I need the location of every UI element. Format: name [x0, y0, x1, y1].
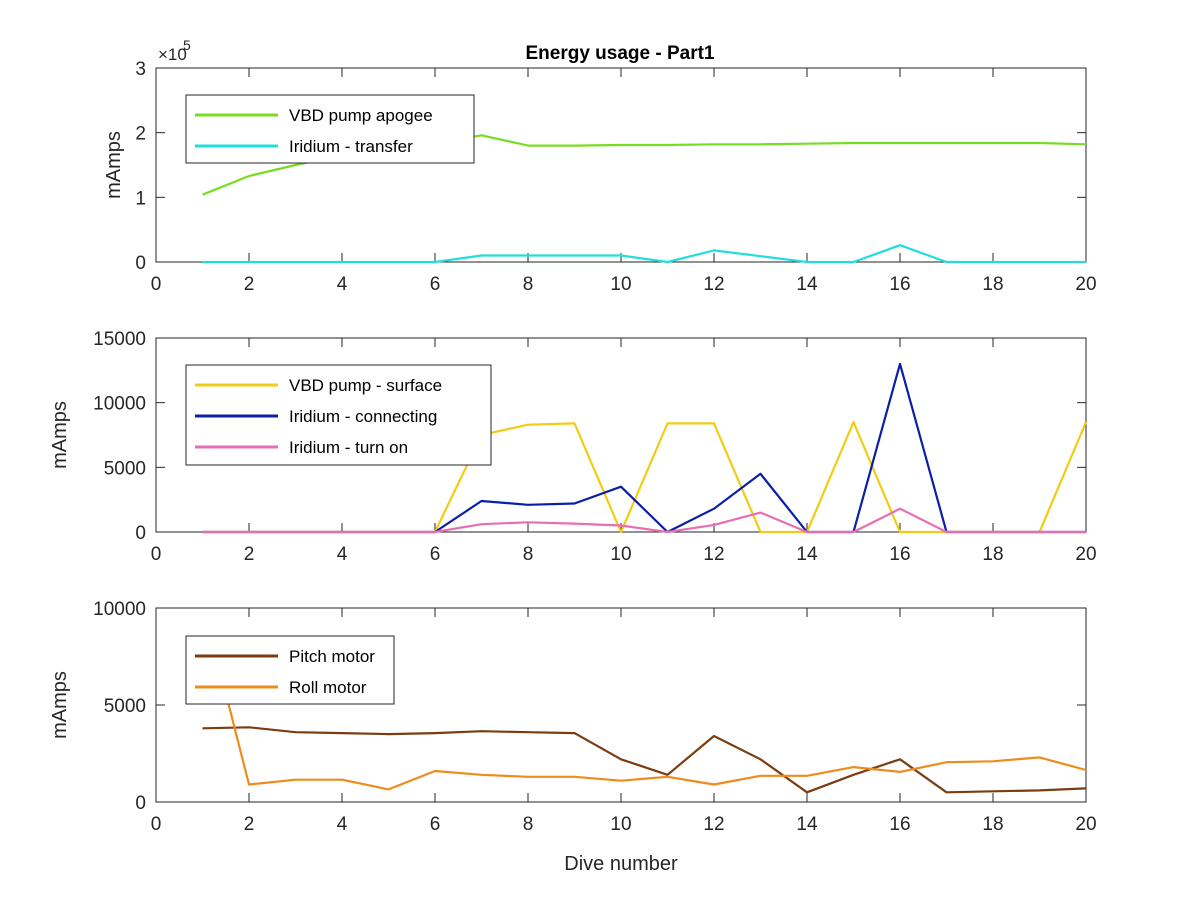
- x-tick-label: 2: [244, 814, 255, 835]
- legend: VBD pump - surface Iridium - connecting Ir…: [185, 364, 492, 466]
- subplot-pitch-roll-motor: 0 2 4 6 8 10 12 14 16 18 20 0 5000 10000 mAmps Dive num…: [49, 599, 1097, 875]
- y-tick-label: 1: [135, 188, 146, 209]
- legend: VBD pump apogee Iridium - transfer: [185, 94, 475, 164]
- x-tick-label: 8: [523, 274, 534, 295]
- y-axis-label: mAmps: [103, 131, 125, 199]
- x-tick-label: 18: [982, 544, 1003, 565]
- x-tick-label: 10: [610, 544, 631, 565]
- y-tick-label: 0: [135, 793, 146, 814]
- y-tick-label: 0: [135, 523, 146, 544]
- series-line-iridium-turn-on: [202, 507, 1086, 534]
- x-tick-label: 8: [523, 814, 534, 835]
- x-tick-label: 20: [1075, 544, 1096, 565]
- x-tick-label: 2: [244, 274, 255, 295]
- y-tick-label: 5000: [104, 458, 146, 479]
- x-tick-label: 18: [982, 274, 1003, 295]
- y-tick-label: 2: [135, 124, 146, 145]
- legend-label: Roll motor: [289, 678, 367, 697]
- subplot-vbd-surface-iridium: 0 2 4 6 8 10 12 14 16 18 20 0 5000 10000 15000 mAmps VBD…: [49, 329, 1097, 565]
- x-tick-label: 14: [796, 274, 818, 295]
- y-axis-label: mAmps: [49, 401, 71, 469]
- legend-label: Pitch motor: [289, 647, 375, 666]
- x-tick-label: 16: [889, 814, 910, 835]
- legend-label: Iridium - transfer: [289, 137, 413, 156]
- x-axis-label: Dive number: [564, 853, 678, 875]
- y-tick-label: 15000: [93, 329, 146, 350]
- x-tick-label: 6: [430, 274, 441, 295]
- legend: Pitch motor Roll motor: [185, 635, 395, 705]
- x-tick-label: 12: [703, 274, 724, 295]
- x-tick-label: 6: [430, 814, 441, 835]
- series-line-pitch-motor: [202, 726, 1087, 794]
- x-tick-label: 16: [889, 274, 910, 295]
- x-tick-label: 0: [151, 544, 162, 565]
- x-tick-label: 4: [337, 814, 348, 835]
- legend-label: VBD pump - surface: [289, 376, 442, 395]
- legend-box: [185, 94, 475, 164]
- x-tick-label: 2: [244, 544, 255, 565]
- x-tick-label: 0: [151, 274, 162, 295]
- x-tick-label: 6: [430, 544, 441, 565]
- figure-title: Energy usage - Part1: [525, 43, 714, 64]
- y-tick-label: 0: [135, 253, 146, 274]
- y-tick-label: 10000: [93, 394, 146, 415]
- x-tick-label: 14: [796, 814, 818, 835]
- series-line-iridium-transfer: [202, 244, 1086, 264]
- legend-label: Iridium - connecting: [289, 407, 437, 426]
- x-tick-label: 20: [1075, 814, 1096, 835]
- y-tick-label: 10000: [93, 599, 146, 620]
- x-tick-label: 20: [1075, 274, 1096, 295]
- y-exponent-label: ×10: [158, 45, 187, 64]
- x-tick-label: 18: [982, 814, 1003, 835]
- y-axis-label: mAmps: [49, 671, 71, 739]
- x-tick-label: 14: [796, 544, 818, 565]
- x-tick-label: 16: [889, 544, 910, 565]
- x-tick-label: 12: [703, 814, 724, 835]
- x-tick-label: 8: [523, 544, 534, 565]
- legend-box: [185, 635, 395, 705]
- x-tick-label: 12: [703, 544, 724, 565]
- x-tick-label: 0: [151, 814, 162, 835]
- series-line-roll-motor: [202, 692, 1087, 791]
- y-tick-label: 3: [135, 59, 146, 80]
- legend-label: VBD pump apogee: [289, 106, 433, 125]
- x-tick-label: 4: [337, 544, 348, 565]
- x-tick-label: 10: [610, 274, 631, 295]
- y-exponent-power: 5: [183, 37, 191, 53]
- x-tick-label: 10: [610, 814, 631, 835]
- y-tick-label: 5000: [104, 696, 146, 717]
- x-tick-label: 4: [337, 274, 348, 295]
- legend-label: Iridium - turn on: [289, 438, 408, 457]
